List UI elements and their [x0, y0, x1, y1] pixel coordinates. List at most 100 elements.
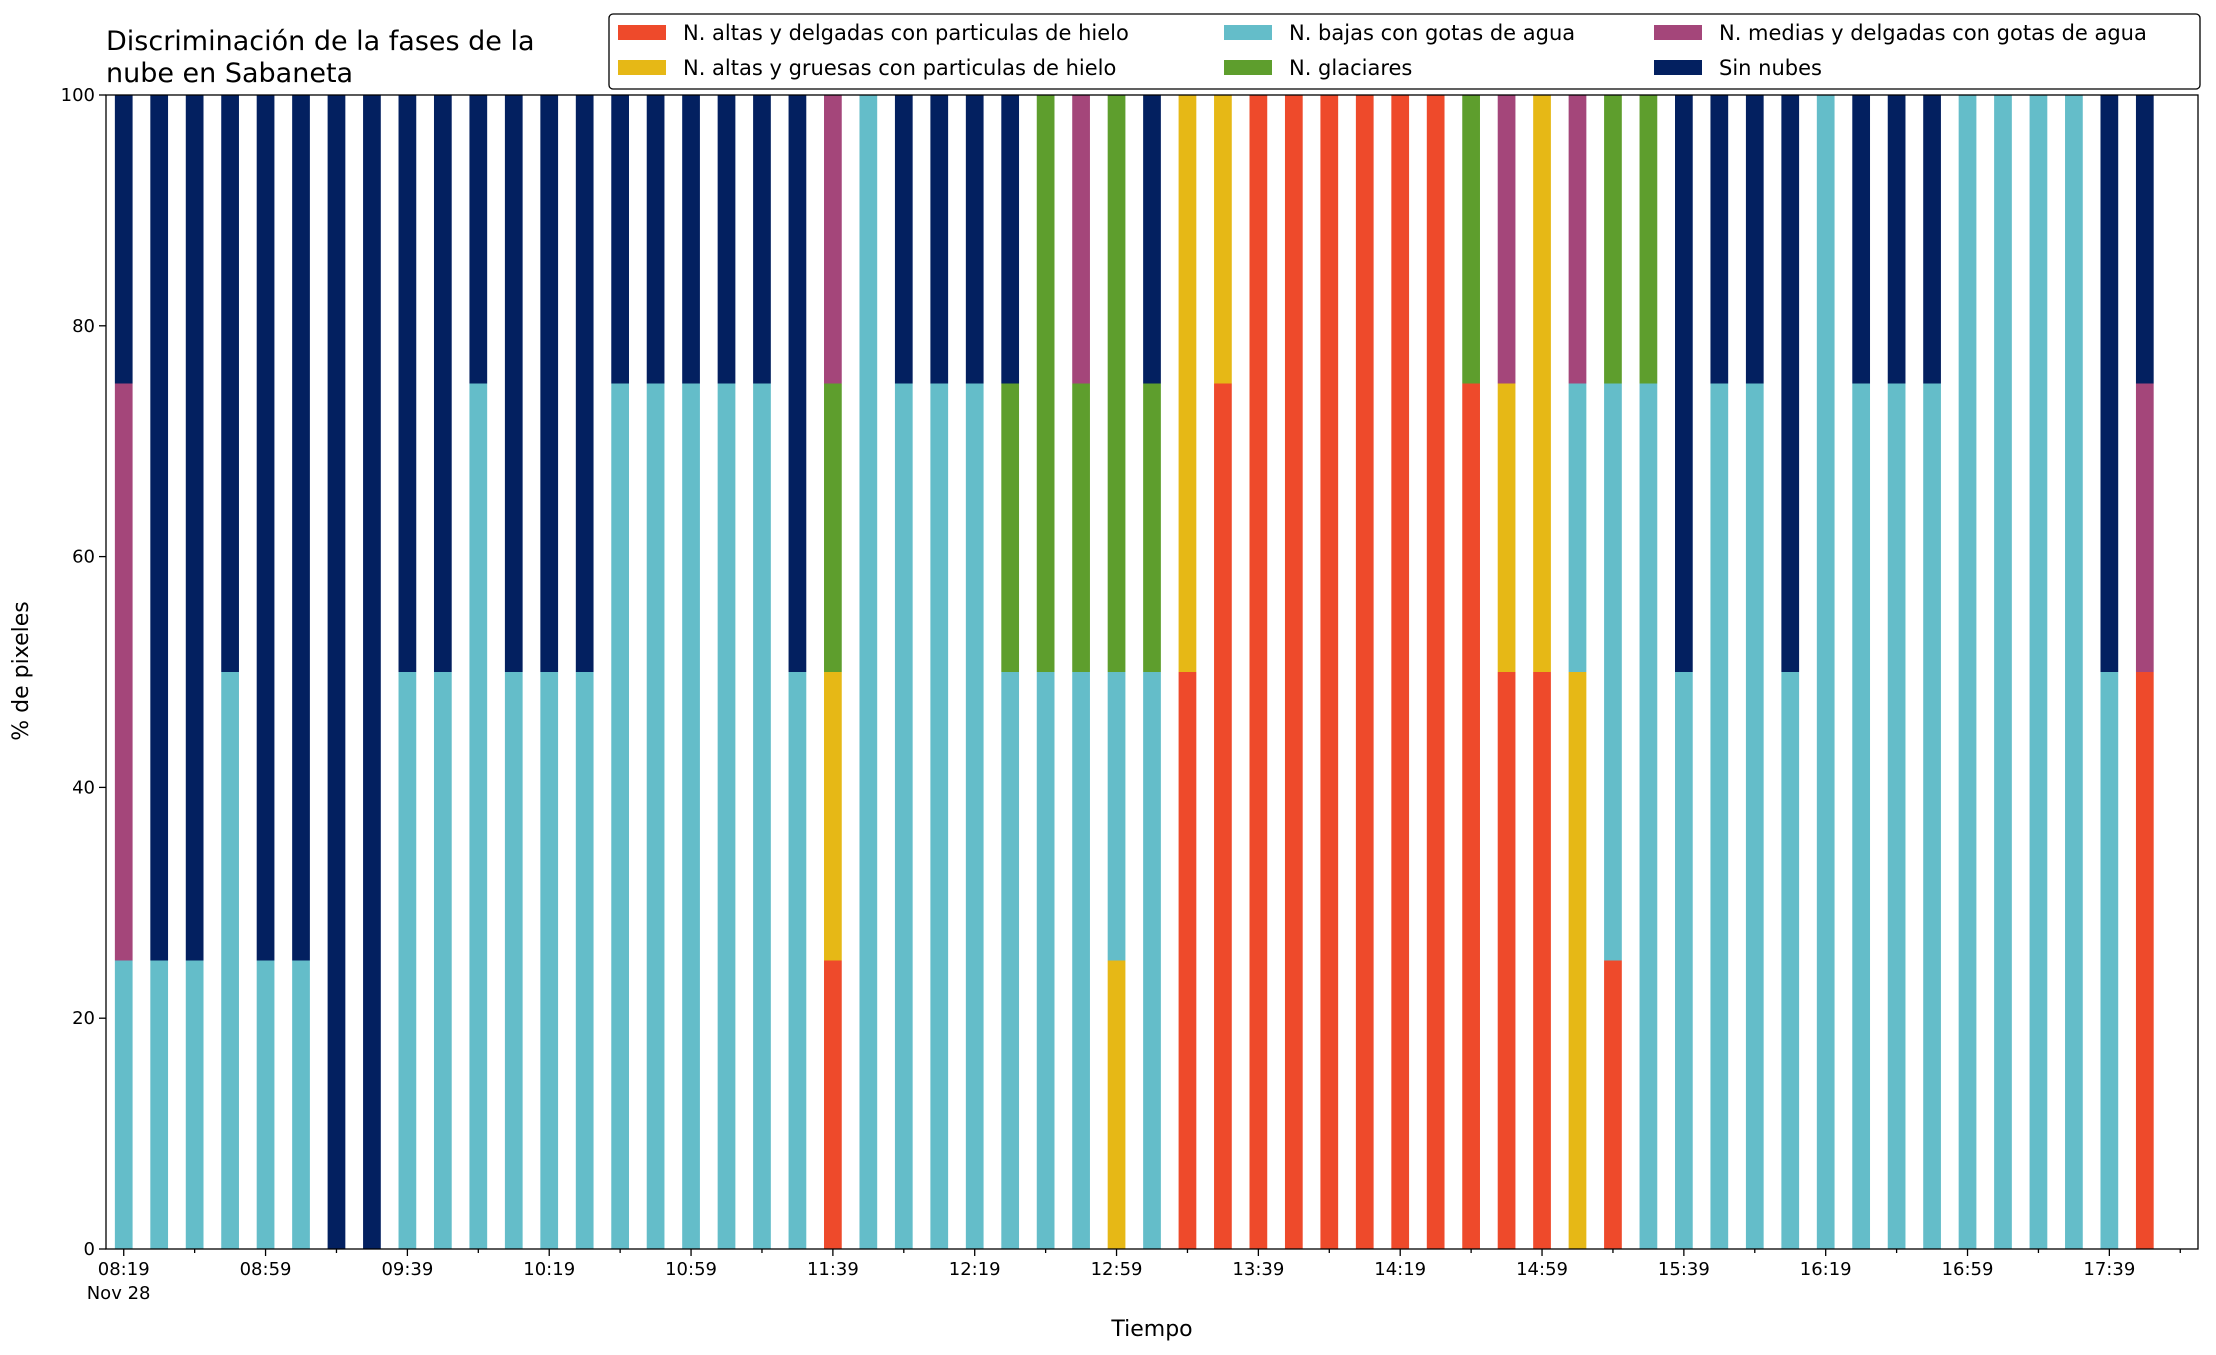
x-tick-label: 13:39: [1232, 1259, 1284, 1280]
bar-segment: [1568, 672, 1587, 1249]
bar-segment: [1852, 383, 1871, 1249]
bar-segment: [1072, 95, 1090, 384]
bar-segment: [1001, 383, 1020, 672]
bar-segment: [1391, 95, 1410, 1249]
bar-segment: [717, 383, 736, 1249]
legend-label: N. glaciares: [1289, 56, 1412, 80]
chart-title: Discriminación de la fases de la nube en …: [106, 26, 535, 89]
bar-segment: [1072, 383, 1090, 672]
bar-segment: [682, 383, 700, 1249]
bar-segment: [2029, 95, 2048, 1249]
bar-segment: [575, 95, 594, 672]
bar-segment: [894, 383, 913, 1249]
bar-segment: [1143, 672, 1161, 1249]
bar-segment: [256, 960, 275, 1249]
legend-label: N. altas y gruesas con particulas de hie…: [683, 56, 1116, 80]
bar-segment: [185, 960, 204, 1249]
bar-segment: [753, 383, 771, 1249]
bar-segment: [1923, 95, 1941, 384]
x-tick-label: 15:39: [1658, 1259, 1710, 1280]
x-axis-label: Tiempo: [1110, 1317, 1192, 1342]
bar-segment: [1178, 672, 1197, 1249]
bar-segment: [469, 95, 488, 384]
bar-segment: [1355, 95, 1374, 1249]
bar-segment: [2100, 672, 2119, 1249]
x-tick-label: 12:19: [949, 1259, 1001, 1280]
bar-segment: [1497, 383, 1516, 672]
bar-segment: [1320, 95, 1339, 1249]
x-tick-label: 14:19: [1374, 1259, 1426, 1280]
x-tick-label: 12:59: [1091, 1259, 1143, 1280]
legend-swatch: [1224, 60, 1272, 75]
bar-segment: [114, 383, 133, 961]
bar-segment: [1604, 383, 1622, 961]
bar-segment: [469, 383, 488, 1249]
bar-segment: [1001, 672, 1020, 1249]
bar-segment: [150, 960, 169, 1249]
legend-label: N. altas y delgadas con particulas de hi…: [683, 21, 1129, 45]
y-axis-label: % de pixeles: [9, 601, 34, 740]
bar-segment: [1036, 672, 1055, 1249]
legend-label: N. medias y delgadas con gotas de agua: [1719, 21, 2147, 45]
y-tick-label: 80: [72, 316, 95, 337]
bar-segment: [1462, 383, 1480, 1249]
legend-swatch: [618, 25, 666, 40]
y-tick-label: 20: [72, 1008, 95, 1029]
y-tick-label: 60: [72, 547, 95, 568]
bar-segment: [788, 95, 807, 672]
bar-segment: [930, 383, 949, 1249]
bar-segment: [1639, 95, 1658, 384]
bar-segment: [894, 95, 913, 384]
bar-segment: [1994, 95, 2012, 1249]
bar-segment: [1710, 383, 1729, 1249]
bar-segment: [965, 383, 984, 1249]
bar-segment: [1675, 672, 1693, 1249]
bar-segment: [1745, 383, 1764, 1249]
bar-segment: [1816, 95, 1835, 1249]
bar-segment: [611, 95, 629, 384]
bar-segment: [824, 672, 842, 961]
x-tick-label: 10:59: [665, 1259, 717, 1280]
bar-segment: [1533, 672, 1551, 1249]
legend-swatch: [1654, 60, 1702, 75]
bar-segment: [1107, 672, 1126, 961]
bar-segment: [1604, 960, 1622, 1249]
bar-segment: [363, 95, 381, 1249]
x-tick-label: 16:19: [1800, 1259, 1852, 1280]
bar-segment: [2135, 672, 2154, 1249]
x-tick-label: 10:19: [523, 1259, 575, 1280]
bar-segment: [717, 95, 736, 384]
bar-segment: [504, 672, 523, 1249]
bar-segment: [788, 672, 807, 1249]
legend-box: [608, 13, 2201, 90]
x-tick-label: 08:19: [98, 1259, 150, 1280]
chart-title-line: nube en Sabaneta: [106, 58, 353, 89]
y-tick-label: 0: [84, 1239, 95, 1260]
bar-segment: [1462, 95, 1480, 384]
bar-segment: [114, 960, 133, 1249]
bar-segment: [398, 95, 417, 672]
bar-segment: [540, 95, 559, 672]
x-tick-label: 11:39: [807, 1259, 859, 1280]
bar-segment: [1781, 672, 1800, 1249]
x-tick-label: 09:39: [381, 1259, 433, 1280]
bar-segment: [221, 95, 239, 672]
bar-segment: [2100, 95, 2119, 672]
bar-segment: [1675, 95, 1693, 672]
bar-segment: [1497, 672, 1516, 1249]
bar-segment: [824, 95, 842, 384]
bar-segment: [1639, 383, 1658, 1249]
bar-segment: [185, 95, 204, 961]
bar-segment: [221, 672, 239, 1249]
bar-segment: [1958, 95, 1977, 1249]
bar-segment: [1568, 95, 1587, 384]
bar-segment: [930, 95, 949, 384]
x-tick-label: 14:59: [1516, 1259, 1568, 1280]
bar-segment: [682, 95, 700, 384]
bar-segment: [2135, 383, 2154, 672]
bar-segment: [1178, 95, 1197, 672]
x-sublabel: Nov 28: [87, 1283, 151, 1304]
bar-segment: [1852, 95, 1871, 384]
bar-segment: [292, 95, 310, 961]
